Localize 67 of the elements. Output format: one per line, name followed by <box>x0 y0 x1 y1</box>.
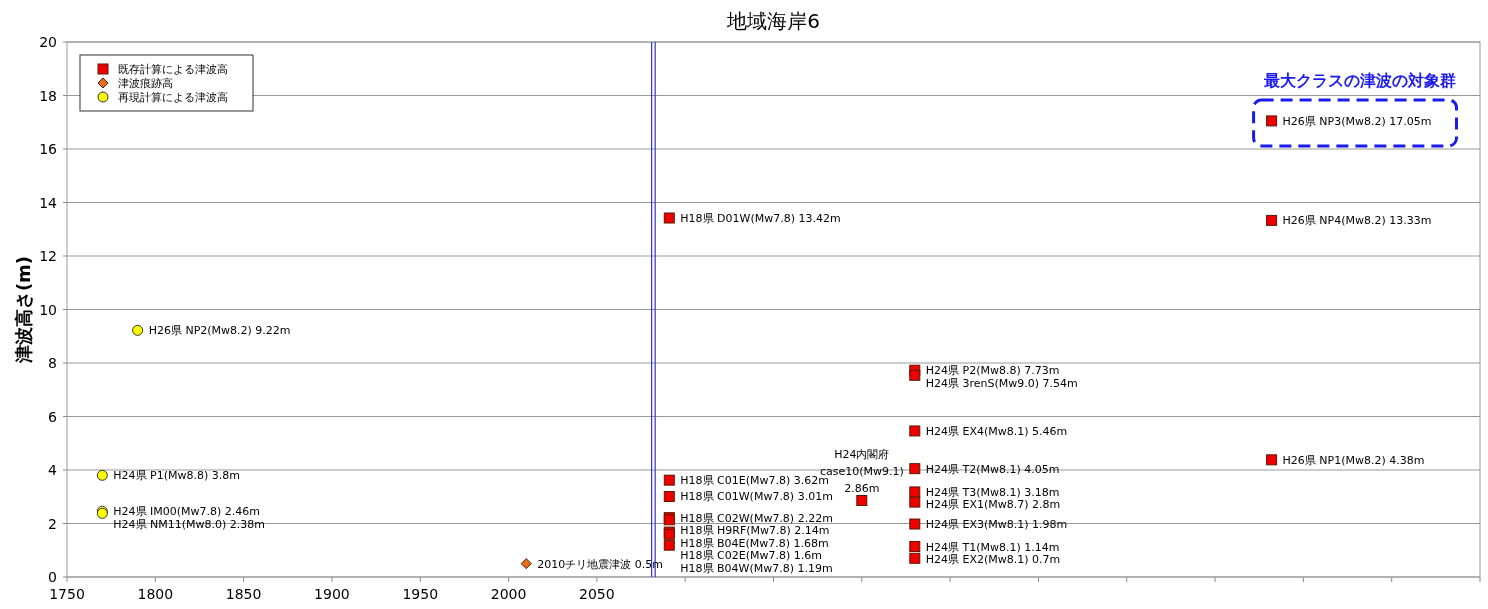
point <box>1266 115 1278 127</box>
annotation: H18県 C01E(Mw7.8) 3.62m <box>680 474 829 488</box>
annotation: H26県 NP3(Mw8.2) 17.05m <box>1282 114 1432 128</box>
annotation: H24県 P2(Mw8.8) 7.73m <box>925 364 1060 378</box>
y-tick-label: 8 <box>48 355 57 371</box>
point <box>909 496 921 508</box>
point <box>96 469 108 481</box>
point <box>520 558 532 570</box>
point <box>909 463 921 475</box>
annotation: H18県 D01W(Mw7.8) 13.42m <box>680 212 841 226</box>
y-tick-label: 18 <box>39 87 57 104</box>
legend-label: 既存計算による津波高 <box>118 63 228 76</box>
y-tick-label: 10 <box>39 301 57 318</box>
annotation: 最大クラスの津波の対象群 <box>1263 70 1457 90</box>
annotation: H24県 EX3(Mw8.1) 1.98m <box>925 518 1068 532</box>
y-axis-title: 津波高さ(m) <box>13 255 34 365</box>
point <box>663 474 675 486</box>
annotation: H24県 3renS(Mw9.0) 7.54m <box>925 376 1078 390</box>
point <box>1266 454 1278 466</box>
annotation: H24県 EX4(Mw8.1) 5.46m <box>925 424 1068 438</box>
annotation: H24県 EX2(Mw8.1) 0.7m <box>925 553 1061 567</box>
x-tick-label: 1900 <box>314 586 350 602</box>
legend-label: 再現計算による津波高 <box>118 91 228 104</box>
point <box>663 539 675 551</box>
point <box>909 425 921 437</box>
point <box>1266 214 1278 226</box>
y-tick-label: 4 <box>48 462 58 478</box>
annotation: H18県 C02E(Mw7.8) 1.6m <box>680 549 822 563</box>
annotation: H24県 T3(Mw8.1) 3.18m <box>925 485 1060 499</box>
point <box>663 212 675 224</box>
y-tick-label: 20 <box>39 34 57 50</box>
annotation: H18県 C02W(Mw7.8) 2.22m <box>680 511 833 525</box>
y-tick-label: 0 <box>48 569 57 585</box>
point <box>909 518 921 530</box>
x-tick-label: 1750 <box>49 586 85 602</box>
point <box>856 495 868 506</box>
y-tick-label: 12 <box>39 248 57 264</box>
x-tick-label: 1800 <box>137 586 174 602</box>
annotation: H18県 B04W(Mw7.8) 1.19m <box>680 561 833 575</box>
y-tick-label: 16 <box>39 141 58 157</box>
x-tick-label: 2050 <box>579 586 615 602</box>
annotation: H24県 IM00(Mw7.8) 2.46m <box>113 505 261 519</box>
y-tick-label: 6 <box>48 408 58 425</box>
annotation: H18県 C01W(Mw7.8) 3.01m <box>680 490 833 504</box>
legend-label: 津波痕跡高 <box>118 77 173 90</box>
annotation: H26県 NP1(Mw8.2) 4.38m <box>1282 453 1425 467</box>
chart-title: 地域海岸6 <box>726 9 820 33</box>
annotation: H18県 B04E(Mw7.8) 1.68m <box>680 536 829 550</box>
annotation: H18県 H9RF(Mw7.8) 2.14m <box>680 524 830 538</box>
y-tick-label: 2 <box>48 515 57 532</box>
y-tick-label: 14 <box>39 194 58 211</box>
x-tick-label: 1850 <box>225 586 262 602</box>
x-tick-label: 2000 <box>490 586 527 602</box>
point <box>132 324 144 336</box>
annotation: H24県 NM11(Mw8.0) 2.38m <box>113 517 266 531</box>
x-tick-label: 1950 <box>402 586 439 602</box>
point <box>909 541 921 553</box>
point <box>663 490 675 502</box>
annotation: H24県 P1(Mw8.8) 3.8m <box>113 469 240 483</box>
annotation: H24県 T1(Mw8.1) 1.14m <box>925 540 1060 554</box>
point <box>909 486 921 498</box>
annotation: H24県 EX1(Mw8.7) 2.8m <box>925 498 1061 512</box>
annotation: H26県 NP2(Mw8.2) 9.22m <box>148 324 291 338</box>
annotation: H24県 T2(Mw8.1) 4.05m <box>925 462 1060 476</box>
point <box>909 369 921 381</box>
annotation: H26県 NP4(Mw8.2) 13.33m <box>1282 214 1432 228</box>
point <box>909 552 921 564</box>
